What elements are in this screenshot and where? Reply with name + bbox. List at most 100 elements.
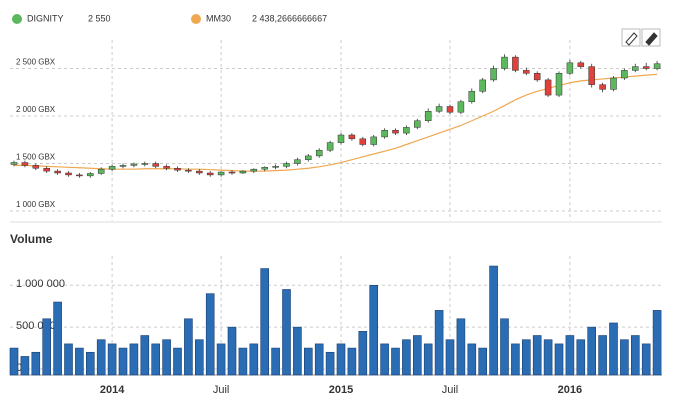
candle-body: [555, 73, 563, 96]
volume-bar: [31, 351, 41, 376]
candle-body: [174, 168, 181, 171]
candle-body: [326, 142, 334, 151]
candle-body: [566, 62, 574, 74]
volume-bar: [271, 347, 280, 376]
volume-bar: [369, 284, 379, 376]
candle-body: [501, 56, 508, 69]
candle-body: [348, 134, 356, 140]
volume-bar: [303, 347, 313, 376]
volume-bar: [151, 343, 160, 376]
volume-bar: [423, 343, 433, 376]
volume-bar: [42, 318, 52, 376]
volume-bar: [227, 326, 237, 376]
legend-swatch: [191, 14, 201, 24]
y-tick-label: 1 500 GBX: [16, 153, 56, 162]
volume-title: Volume: [10, 232, 53, 246]
volume-bar: [75, 347, 84, 376]
volume-bar: [445, 339, 455, 376]
x-tick-label: 2016: [558, 384, 582, 396]
candle-body: [490, 68, 497, 81]
volume-bar: [587, 326, 597, 376]
legend-value: 2 550: [88, 13, 111, 23]
volume-bar: [641, 343, 651, 376]
candle-body: [294, 159, 301, 164]
candle-body: [414, 120, 421, 128]
candle-body: [544, 79, 552, 96]
candle-body: [305, 155, 312, 160]
x-tick-label: Juil: [213, 384, 230, 396]
volume-bar: [216, 343, 226, 376]
volume-bar: [620, 339, 629, 376]
candle-body: [283, 163, 290, 167]
volume-bar: [20, 356, 30, 376]
x-tick-label: 2015: [329, 384, 353, 396]
candle-body: [653, 63, 661, 69]
volume-bar: [532, 335, 542, 376]
legend-name: MM30: [206, 13, 231, 23]
candle-body: [403, 127, 410, 134]
candle-body: [217, 171, 225, 176]
volume-bar: [96, 339, 106, 376]
candle-body: [523, 70, 530, 74]
volume-bar: [456, 318, 466, 376]
volume-bar: [511, 343, 520, 376]
volume-bar: [325, 351, 335, 376]
volume-bar: [107, 343, 117, 376]
candle-body: [446, 106, 454, 113]
candle-body: [54, 170, 61, 174]
legend-swatch: [12, 14, 22, 24]
candle-body: [381, 130, 388, 138]
candle-body: [152, 163, 159, 167]
volume-bar: [162, 339, 171, 376]
volume-bar: [434, 310, 444, 376]
volume-bar: [565, 335, 575, 376]
candle-body: [632, 66, 639, 71]
candle-body: [119, 165, 127, 167]
y-tick-label: 0: [16, 362, 22, 374]
volume-bar: [53, 301, 62, 376]
volume-bar: [652, 310, 662, 376]
volume-bar: [238, 347, 248, 376]
candle-body: [261, 167, 268, 170]
candle-body: [359, 138, 367, 145]
volume-bar: [86, 351, 95, 376]
volume-bar: [467, 343, 477, 376]
tool-icon: [645, 32, 658, 46]
volume-bar: [249, 343, 259, 376]
candle-body: [370, 136, 377, 145]
volume-bar: [129, 343, 139, 376]
candle-body: [512, 56, 519, 71]
legend-value: 2 438,2666666667: [252, 13, 327, 23]
volume-bar: [609, 322, 618, 376]
candle-body: [588, 66, 595, 85]
volume-bar: [205, 293, 215, 376]
candle-body: [141, 163, 149, 165]
candle-body: [65, 172, 72, 176]
volume-bar: [64, 343, 73, 376]
x-tick-label: Juil: [442, 384, 459, 396]
volume-bar: [336, 343, 346, 376]
volume-bar: [478, 347, 488, 376]
volume-bar: [489, 265, 498, 376]
volume-bar: [576, 339, 586, 376]
candle-body: [315, 149, 323, 157]
candle-body: [196, 170, 203, 174]
legend-name: DIGNITY: [27, 13, 64, 23]
volume-bar: [293, 326, 302, 376]
candle-body: [337, 134, 345, 143]
candle-body: [43, 168, 50, 172]
volume-bar: [260, 268, 270, 376]
toolbar[interactable]: [621, 28, 661, 47]
candle-body: [621, 70, 628, 79]
candle-body: [97, 168, 105, 174]
candle-body: [206, 172, 214, 176]
candle-body: [599, 84, 606, 90]
volume-bar: [347, 347, 357, 376]
candle-body: [228, 171, 236, 174]
volume-bar: [118, 347, 128, 376]
volume-bar: [543, 339, 553, 376]
volume-bar: [630, 335, 640, 376]
candle-body: [435, 106, 443, 112]
volume-bar: [391, 347, 400, 376]
